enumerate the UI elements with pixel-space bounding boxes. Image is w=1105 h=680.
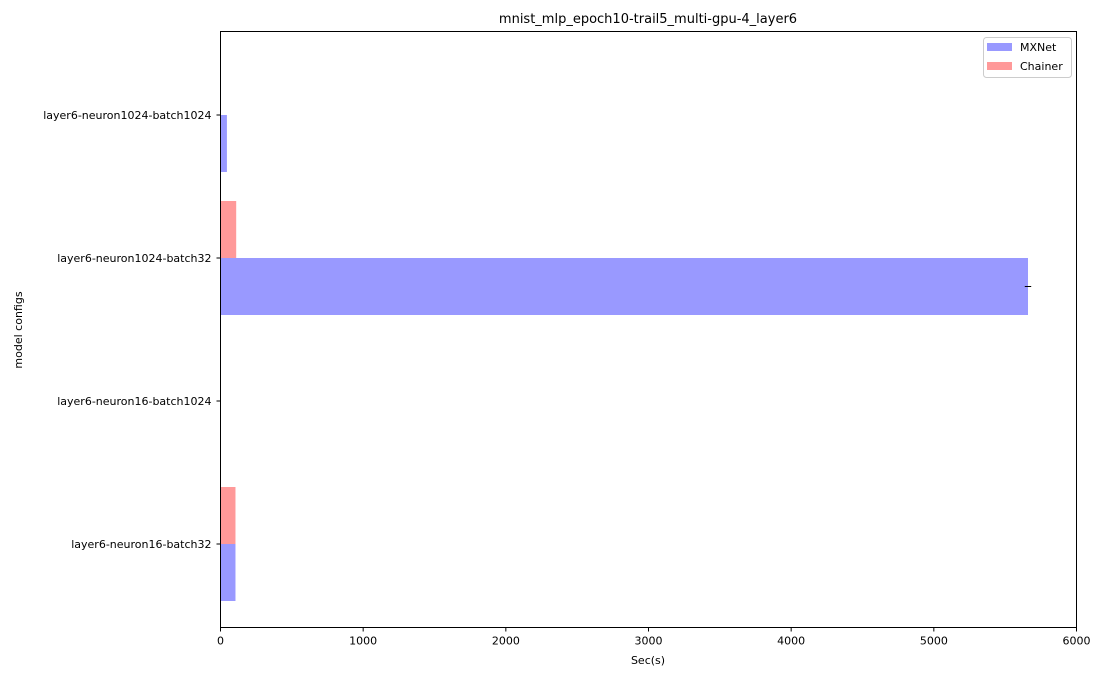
bars-group <box>220 115 1028 601</box>
legend-swatch-mxnet <box>987 43 1012 51</box>
chart-title: mnist_mlp_epoch10-trail5_multi-gpu-4_lay… <box>499 12 797 27</box>
y-tick-label-layer6-neuron16-batch1024: layer6-neuron16-batch1024 <box>57 395 211 408</box>
bar-mxnet-layer6-neuron1024-batch32 <box>220 258 1028 315</box>
x-tick-label-6000: 6000 <box>1063 635 1091 648</box>
y-axis: layer6-neuron16-batch32 layer6-neuron16-b… <box>43 109 221 551</box>
x-tick-label-2000: 2000 <box>492 635 520 648</box>
x-axis: 0 1000 2000 3000 4000 5000 6000 <box>217 627 1091 648</box>
x-tick-label-4000: 4000 <box>777 635 805 648</box>
x-tick-label-5000: 5000 <box>920 635 948 648</box>
bar-chainer-layer6-neuron1024-batch32 <box>220 201 237 258</box>
y-axis-label: model configs <box>12 291 25 368</box>
y-tick-label-layer6-neuron16-batch32: layer6-neuron16-batch32 <box>71 538 211 551</box>
legend-label-mxnet: MXNet <box>1020 41 1057 54</box>
y-tick-label-layer6-neuron1024-batch1024: layer6-neuron1024-batch1024 <box>43 109 211 122</box>
x-axis-label: Sec(s) <box>631 654 665 667</box>
legend-label-chainer: Chainer <box>1020 60 1063 73</box>
bar-mxnet-layer6-neuron1024-batch1024 <box>220 115 227 172</box>
y-tick-label-layer6-neuron1024-batch32: layer6-neuron1024-batch32 <box>57 252 211 265</box>
x-tick-label-1000: 1000 <box>349 635 377 648</box>
x-tick-label-3000: 3000 <box>635 635 663 648</box>
plot-frame <box>220 31 1077 628</box>
legend: MXNet Chainer <box>983 37 1072 78</box>
bar-mxnet-layer6-neuron16-batch32 <box>220 544 236 601</box>
x-tick-label-0: 0 <box>217 635 224 648</box>
bar-chainer-layer6-neuron16-batch32 <box>220 487 236 544</box>
legend-swatch-chainer <box>987 62 1012 70</box>
